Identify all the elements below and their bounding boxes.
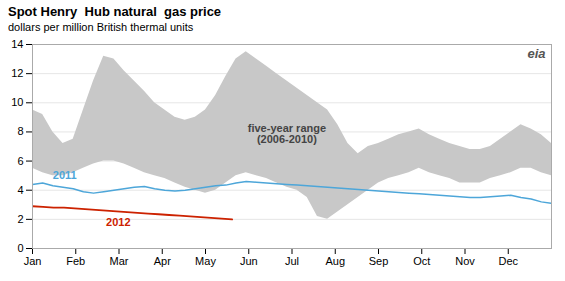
svg-text:0: 0 — [17, 242, 23, 254]
svg-text:2012: 2012 — [106, 216, 130, 228]
svg-text:6: 6 — [17, 155, 23, 167]
svg-text:2: 2 — [17, 213, 23, 225]
svg-text:Nov: Nov — [455, 255, 475, 267]
svg-text:Aug: Aug — [325, 255, 345, 267]
svg-text:Jan: Jan — [24, 255, 42, 267]
html-text:dollars per million British th: dollars per million British thermal unit… — [8, 21, 194, 33]
svg-text:10: 10 — [11, 96, 23, 108]
svg-text:4: 4 — [17, 184, 23, 196]
svg-text:five-year range(2006-2010): five-year range(2006-2010) — [248, 122, 326, 145]
svg-text:14: 14 — [11, 38, 23, 50]
svg-text:Jun: Jun — [240, 255, 258, 267]
html-text:Spot Henry Hub natural gas pri: Spot Henry Hub natural gas price — [8, 4, 222, 19]
svg-text:Apr: Apr — [154, 255, 171, 267]
svg-text:eia: eia — [527, 46, 545, 61]
svg-text:8: 8 — [17, 125, 23, 137]
svg-text:Sep: Sep — [369, 255, 389, 267]
svg-text:Feb: Feb — [66, 255, 85, 267]
svg-text:Mar: Mar — [110, 255, 129, 267]
svg-text:Dec: Dec — [498, 255, 518, 267]
svg-text:2011: 2011 — [53, 169, 77, 181]
svg-text:Oct: Oct — [413, 255, 430, 267]
svg-text:May: May — [195, 255, 216, 267]
svg-text:Jul: Jul — [285, 255, 299, 267]
svg-text:12: 12 — [11, 67, 23, 79]
